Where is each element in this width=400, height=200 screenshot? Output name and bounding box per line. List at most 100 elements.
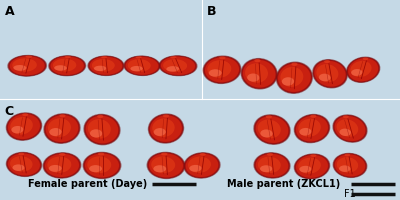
- Ellipse shape: [209, 69, 222, 77]
- Ellipse shape: [59, 153, 66, 156]
- Ellipse shape: [49, 165, 62, 172]
- Ellipse shape: [126, 57, 158, 75]
- Ellipse shape: [295, 154, 329, 179]
- Ellipse shape: [88, 56, 124, 76]
- Ellipse shape: [48, 55, 86, 76]
- Ellipse shape: [45, 154, 79, 177]
- Ellipse shape: [153, 165, 166, 172]
- Ellipse shape: [50, 57, 84, 75]
- Ellipse shape: [43, 113, 81, 144]
- Text: C: C: [5, 105, 14, 118]
- Ellipse shape: [7, 55, 47, 77]
- Text: F1: F1: [344, 189, 356, 199]
- Ellipse shape: [49, 128, 62, 136]
- Ellipse shape: [158, 55, 198, 76]
- Ellipse shape: [299, 166, 311, 173]
- Ellipse shape: [340, 129, 351, 136]
- Ellipse shape: [8, 114, 40, 139]
- Ellipse shape: [97, 115, 103, 118]
- Ellipse shape: [46, 115, 78, 142]
- Ellipse shape: [276, 61, 313, 94]
- Ellipse shape: [258, 157, 281, 173]
- Ellipse shape: [254, 153, 290, 178]
- Ellipse shape: [296, 116, 328, 141]
- Ellipse shape: [310, 154, 316, 157]
- Ellipse shape: [128, 59, 151, 72]
- Ellipse shape: [184, 153, 220, 178]
- Ellipse shape: [277, 62, 312, 93]
- Ellipse shape: [348, 58, 378, 81]
- Ellipse shape: [150, 115, 182, 142]
- Ellipse shape: [253, 114, 291, 145]
- Ellipse shape: [295, 115, 329, 142]
- Ellipse shape: [207, 60, 231, 78]
- Ellipse shape: [200, 153, 206, 156]
- Ellipse shape: [130, 66, 143, 71]
- Ellipse shape: [278, 64, 311, 92]
- Ellipse shape: [333, 115, 367, 142]
- Ellipse shape: [343, 115, 349, 118]
- Ellipse shape: [170, 56, 177, 58]
- Ellipse shape: [123, 55, 161, 76]
- Ellipse shape: [294, 153, 330, 179]
- Ellipse shape: [219, 56, 226, 59]
- Ellipse shape: [314, 61, 346, 87]
- Ellipse shape: [334, 116, 366, 141]
- Ellipse shape: [7, 113, 41, 140]
- Ellipse shape: [344, 154, 350, 156]
- Ellipse shape: [266, 115, 272, 118]
- Ellipse shape: [163, 114, 169, 117]
- Ellipse shape: [256, 154, 288, 177]
- Ellipse shape: [8, 55, 46, 76]
- Ellipse shape: [254, 59, 260, 62]
- Ellipse shape: [154, 128, 166, 136]
- Ellipse shape: [282, 77, 294, 86]
- Ellipse shape: [18, 153, 24, 155]
- Ellipse shape: [347, 57, 380, 82]
- Ellipse shape: [243, 60, 276, 88]
- Ellipse shape: [161, 57, 195, 75]
- Ellipse shape: [89, 165, 102, 172]
- Ellipse shape: [149, 114, 183, 143]
- Ellipse shape: [151, 156, 175, 173]
- Ellipse shape: [240, 58, 278, 90]
- Ellipse shape: [242, 59, 277, 89]
- Ellipse shape: [87, 156, 111, 173]
- Ellipse shape: [280, 67, 303, 87]
- Ellipse shape: [53, 59, 76, 72]
- Ellipse shape: [86, 116, 118, 143]
- Ellipse shape: [152, 118, 175, 137]
- Ellipse shape: [22, 113, 28, 116]
- Ellipse shape: [124, 56, 160, 76]
- Ellipse shape: [94, 66, 106, 71]
- Ellipse shape: [13, 65, 26, 71]
- Ellipse shape: [256, 116, 288, 143]
- Ellipse shape: [148, 113, 184, 144]
- Ellipse shape: [149, 153, 183, 177]
- Ellipse shape: [258, 120, 281, 138]
- Ellipse shape: [324, 60, 330, 63]
- Ellipse shape: [161, 153, 168, 155]
- Ellipse shape: [101, 56, 107, 58]
- Ellipse shape: [186, 154, 218, 177]
- Ellipse shape: [202, 55, 242, 84]
- Ellipse shape: [253, 152, 291, 179]
- Text: A: A: [5, 5, 14, 18]
- Ellipse shape: [332, 153, 368, 178]
- Ellipse shape: [310, 115, 316, 118]
- Ellipse shape: [82, 152, 122, 179]
- Ellipse shape: [146, 152, 186, 179]
- Ellipse shape: [267, 153, 273, 156]
- Ellipse shape: [204, 56, 240, 83]
- Ellipse shape: [298, 158, 321, 174]
- Ellipse shape: [316, 64, 338, 82]
- Ellipse shape: [7, 152, 41, 176]
- Ellipse shape: [26, 56, 32, 58]
- Ellipse shape: [346, 57, 380, 83]
- Ellipse shape: [291, 63, 298, 66]
- Ellipse shape: [6, 112, 42, 141]
- Ellipse shape: [85, 153, 119, 177]
- Ellipse shape: [11, 126, 24, 133]
- Ellipse shape: [189, 165, 202, 172]
- Ellipse shape: [47, 157, 71, 173]
